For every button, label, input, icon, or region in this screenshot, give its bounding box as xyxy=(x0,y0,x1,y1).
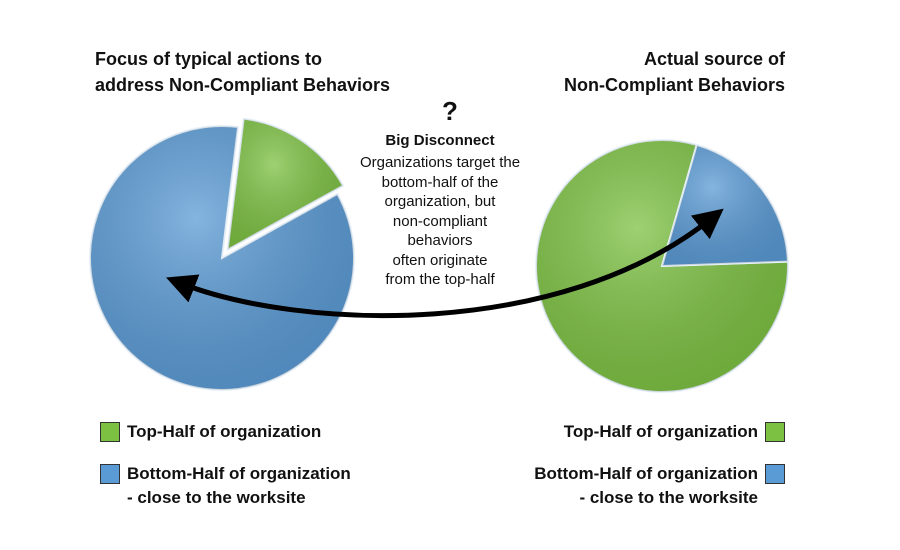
disconnect-arrow xyxy=(166,208,724,319)
annotation-text: Organizations target the bottom-half of … xyxy=(359,154,521,288)
annotation-title: Big Disconnect xyxy=(385,132,495,149)
legend-label: Top-Half of organization xyxy=(563,422,758,441)
chart-title: Focus of typical actions to address Non-… xyxy=(95,49,391,95)
legend-swatch xyxy=(100,464,120,484)
legend-swatch xyxy=(765,422,785,442)
legend-swatch xyxy=(100,422,120,442)
legend-label: Bottom-Half of organization - close to t… xyxy=(534,464,758,507)
chart-title: Actual source of Non-Compliant Behaviors xyxy=(563,49,785,95)
legend-swatch xyxy=(765,464,785,484)
legend-label: Top-Half of organization xyxy=(127,422,322,441)
question-mark: ? xyxy=(442,96,458,126)
legend-label: Bottom-Half of organization - close to t… xyxy=(127,464,351,507)
